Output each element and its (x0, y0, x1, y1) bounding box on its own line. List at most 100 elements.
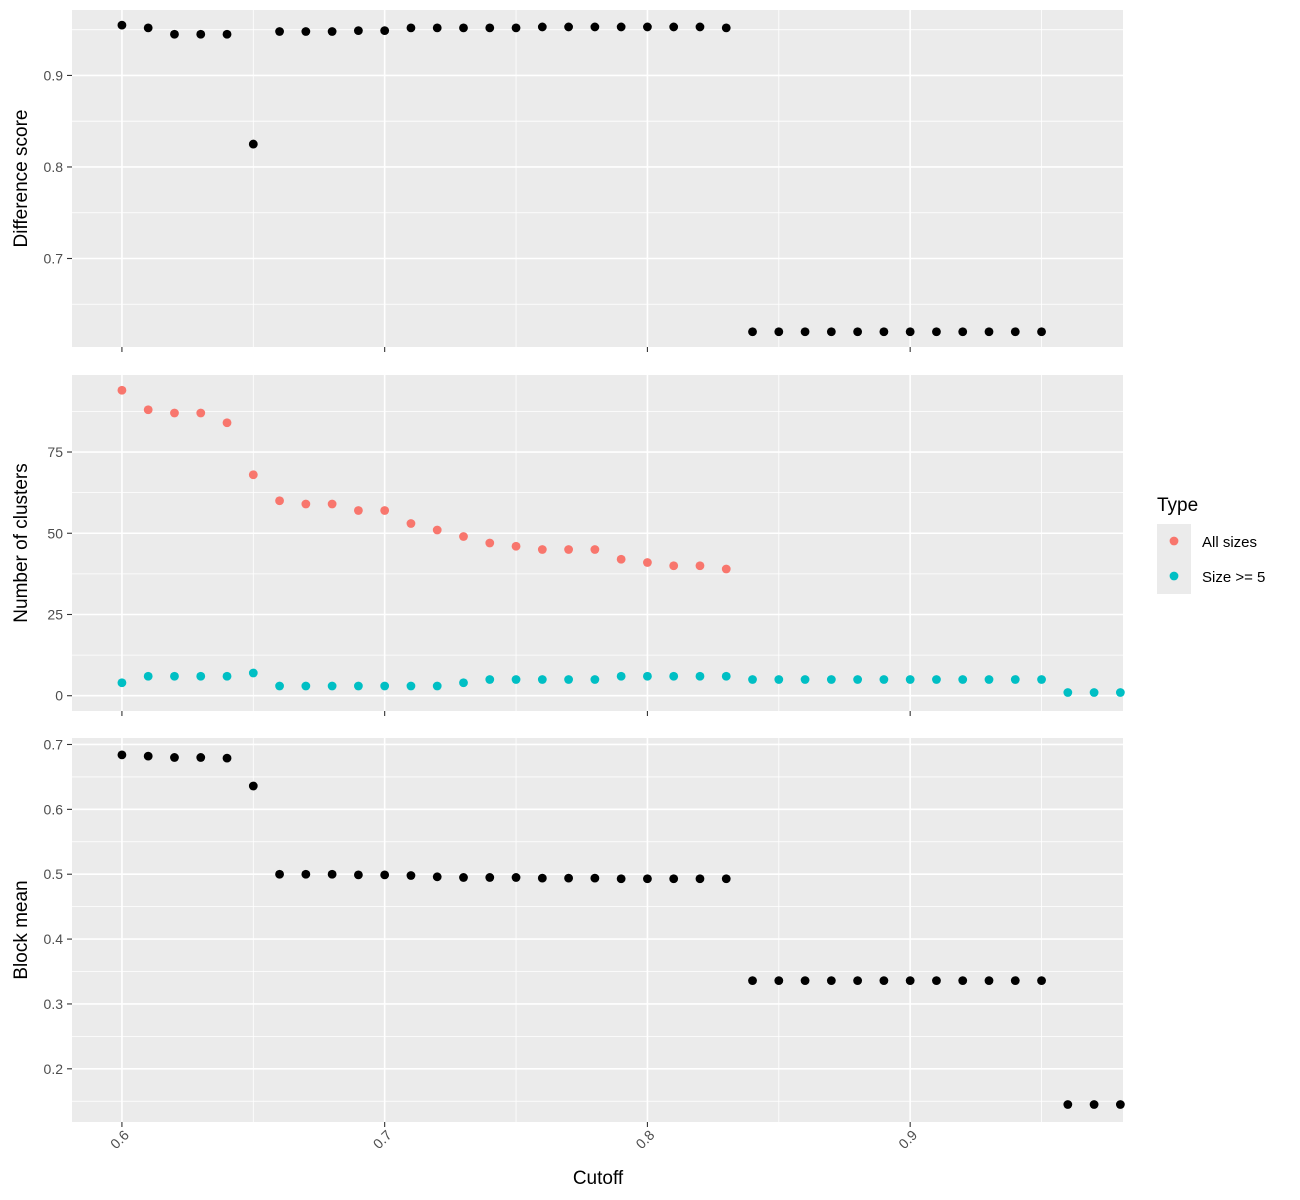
data-point (932, 976, 941, 985)
data-point (853, 327, 863, 337)
data-point (353, 26, 363, 35)
data-point (143, 405, 153, 415)
data-point (590, 675, 600, 684)
panel-background (72, 10, 1123, 347)
data-point (117, 678, 127, 688)
data-point (1115, 1100, 1125, 1109)
data-point (432, 525, 442, 535)
data-point (564, 675, 573, 684)
data-point (511, 873, 521, 882)
data-point (853, 675, 863, 684)
data-point (222, 418, 232, 428)
data-point (117, 385, 127, 395)
data-point (432, 23, 442, 33)
data-point (170, 671, 179, 681)
data-point (301, 27, 311, 36)
y-tick-label: 0.2 (44, 1061, 64, 1077)
series-1 (117, 20, 1046, 337)
panel-background (72, 738, 1123, 1122)
data-point (984, 976, 994, 985)
series-1 (117, 385, 731, 574)
data-point (170, 29, 179, 39)
data-point (1010, 675, 1020, 684)
data-point (643, 874, 652, 884)
data-point (905, 976, 915, 985)
x-tick-label: 0.9 (895, 1127, 920, 1152)
data-point (1037, 675, 1046, 684)
data-point (748, 976, 757, 985)
data-point (170, 753, 179, 762)
data-point (616, 874, 626, 884)
data-point (248, 139, 258, 149)
data-point (564, 873, 573, 883)
data-point (327, 27, 337, 36)
data-point (826, 675, 836, 684)
y-tick-label: 0.4 (44, 931, 64, 947)
y-tick-label: 25 (47, 606, 63, 622)
data-point (721, 564, 731, 574)
data-point (669, 671, 679, 681)
data-point (511, 675, 521, 684)
data-point (117, 20, 127, 30)
series-2 (117, 668, 1125, 697)
data-point (721, 874, 731, 884)
data-point (879, 327, 889, 337)
data-point (774, 327, 784, 337)
data-point (800, 327, 810, 337)
y-tick-label: 0.8 (44, 159, 64, 175)
data-point (432, 681, 442, 691)
data-point (327, 499, 337, 509)
legend-label-size-ge-5: Size >= 5 (1202, 569, 1265, 586)
data-point (196, 753, 206, 762)
data-point (984, 327, 994, 337)
data-point (301, 499, 311, 509)
data-point (222, 671, 232, 681)
data-point (406, 681, 416, 691)
panel-3: 0.2 0.3 0.4 0.5 0.6 0.7 Block mean (11, 736, 1125, 1127)
data-point (170, 408, 179, 418)
data-point (143, 23, 153, 33)
data-point (301, 869, 311, 879)
data-point (669, 22, 679, 32)
y-tick-label: 75 (47, 444, 63, 460)
data-point (564, 545, 573, 554)
data-point (590, 545, 600, 554)
panel-1: 0.7 0.8 0.9 Difference score (11, 10, 1123, 352)
data-point (196, 29, 206, 39)
data-point (721, 671, 731, 681)
legend-key-size-ge-5 (1169, 571, 1179, 581)
data-point (616, 22, 626, 32)
data-point (459, 678, 468, 688)
data-point (537, 22, 547, 32)
y-axis-title: Number of clusters (11, 463, 32, 622)
data-point (879, 675, 889, 684)
data-point (564, 22, 573, 32)
data-point (196, 408, 206, 418)
data-point (826, 976, 836, 985)
data-point (800, 675, 810, 684)
data-point (932, 675, 941, 684)
data-point (327, 869, 337, 879)
y-tick-label: 0.9 (44, 67, 64, 83)
legend-key-background (1157, 524, 1191, 594)
y-axis-title: Block mean (11, 880, 32, 979)
data-point (380, 26, 390, 35)
panel-2: 0 25 50 75 Number of clusters (11, 375, 1125, 716)
data-point (800, 976, 810, 985)
data-point (459, 532, 468, 541)
x-axis-title: Cutoff (573, 1168, 624, 1189)
data-point (275, 27, 284, 36)
data-point (1063, 1100, 1073, 1109)
data-point (1037, 327, 1046, 337)
data-point (695, 671, 705, 681)
data-point (643, 22, 652, 32)
y-axis-title: Difference score (11, 110, 32, 248)
data-point (905, 327, 915, 337)
data-point (353, 870, 363, 880)
data-point (721, 23, 731, 33)
data-point (958, 976, 968, 985)
y-tick-label: 0.7 (44, 250, 64, 266)
data-point (485, 873, 495, 882)
data-point (143, 671, 153, 681)
data-point (958, 327, 968, 337)
